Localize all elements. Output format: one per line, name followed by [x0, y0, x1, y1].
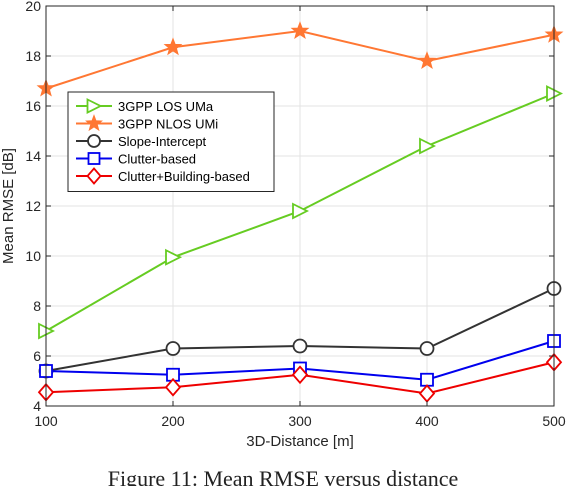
legend-label: 3GPP NLOS UMi: [118, 117, 218, 132]
axis-ticks: 4 6 8 10 12 14 16 18 20 100 200 300 400 500: [25, 0, 565, 429]
triangle-marker: [165, 248, 183, 266]
x-axis-label: 3D-Distance [m]: [246, 433, 354, 450]
line-chart: 4 6 8 10 12 14 16 18 20 100 200 300 400 500 3D-Distan…: [0, 0, 566, 450]
circle-marker: [165, 341, 181, 356]
diamond-marker: [418, 384, 436, 403]
x-tick-label: 400: [415, 413, 439, 429]
circle-marker: [87, 134, 101, 148]
diamond-marker: [291, 365, 309, 385]
series-4: [37, 352, 563, 403]
star-marker: [290, 21, 310, 40]
square-marker: [420, 372, 434, 387]
y-tick-label: 16: [25, 98, 41, 114]
legend-entry: 3GPP LOS UMa: [76, 98, 214, 114]
diamond-marker: [86, 167, 102, 185]
legend-entry: Clutter-based: [76, 152, 196, 167]
circle-marker: [292, 338, 308, 354]
triangle-marker: [292, 202, 310, 220]
legend-label: Clutter-based: [118, 152, 196, 167]
legend-entry: Slope-Intercept: [76, 134, 207, 149]
y-tick-label: 8: [33, 298, 41, 314]
x-tick-label: 500: [542, 413, 566, 429]
y-tick-label: 20: [25, 0, 41, 14]
series-layer: [36, 21, 564, 403]
star-marker: [85, 114, 103, 132]
x-tick-label: 300: [288, 413, 312, 429]
legend: 3GPP LOS UMa 3GPP NLOS UMi Slope-Intercept…: [67, 91, 275, 192]
star-marker: [163, 37, 183, 56]
x-tick-label: 100: [34, 413, 58, 429]
triangle-marker: [86, 98, 103, 114]
series-2: [38, 281, 562, 379]
legend-label: Slope-Intercept: [118, 134, 207, 149]
legend-entry: Clutter+Building-based: [76, 167, 250, 185]
y-tick-label: 18: [25, 48, 41, 64]
diamond-marker: [164, 377, 182, 397]
square-marker: [87, 152, 101, 165]
y-tick-label: 14: [25, 148, 41, 164]
y-tick-label: 12: [25, 198, 41, 214]
star-marker: [417, 51, 437, 70]
y-tick-label: 6: [33, 348, 41, 364]
x-tick-label: 200: [161, 413, 185, 429]
y-axis-label: Mean RMSE [dB]: [0, 148, 17, 264]
legend-entry: 3GPP NLOS UMi: [76, 114, 218, 132]
y-tick-label: 4: [33, 398, 41, 414]
figure-caption: Figure 11: Mean RMSE versus distance: [107, 466, 459, 486]
y-tick-label: 10: [25, 248, 41, 264]
legend-label: Clutter+Building-based: [118, 169, 250, 184]
legend-label: 3GPP LOS UMa: [118, 99, 214, 114]
triangle-marker: [419, 137, 437, 155]
circle-marker: [419, 341, 435, 356]
